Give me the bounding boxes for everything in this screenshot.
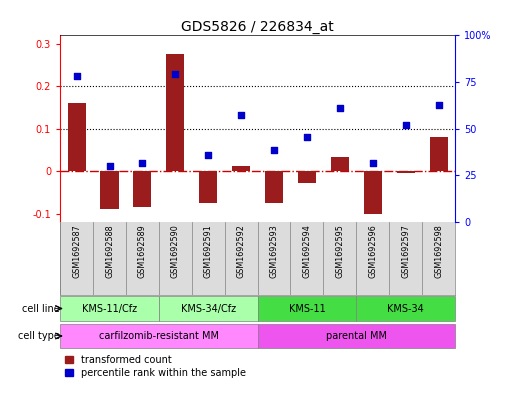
Text: KMS-11/Cfz: KMS-11/Cfz: [82, 303, 137, 314]
Text: GSM1692591: GSM1692591: [204, 224, 213, 278]
Text: GSM1692595: GSM1692595: [335, 224, 344, 278]
Point: [105, 163, 113, 169]
Point: [336, 105, 344, 112]
Bar: [166, 55, 185, 171]
FancyBboxPatch shape: [159, 296, 257, 321]
Bar: [363, 171, 382, 213]
Bar: [232, 166, 250, 171]
Point: [72, 73, 81, 79]
Bar: [331, 157, 349, 171]
Bar: [298, 171, 316, 183]
Text: cell type: cell type: [18, 331, 60, 341]
Text: GSM1692594: GSM1692594: [302, 224, 311, 278]
Text: GSM1692597: GSM1692597: [401, 224, 410, 278]
Text: KMS-34: KMS-34: [387, 303, 424, 314]
Text: GSM1692588: GSM1692588: [105, 224, 114, 278]
Point: [402, 122, 410, 129]
Bar: [100, 171, 119, 209]
Point: [171, 70, 179, 77]
Title: GDS5826 / 226834_at: GDS5826 / 226834_at: [181, 20, 334, 34]
Bar: [429, 137, 448, 171]
Point: [303, 134, 311, 140]
Point: [204, 152, 212, 158]
Point: [270, 147, 278, 153]
Text: parental MM: parental MM: [326, 331, 387, 341]
Bar: [396, 171, 415, 173]
Bar: [67, 103, 86, 171]
Text: GSM1692596: GSM1692596: [368, 224, 377, 278]
Text: GSM1692592: GSM1692592: [236, 224, 246, 278]
Text: carfilzomib-resistant MM: carfilzomib-resistant MM: [99, 331, 219, 341]
FancyBboxPatch shape: [356, 296, 455, 321]
FancyBboxPatch shape: [60, 296, 159, 321]
Point: [138, 160, 146, 167]
FancyBboxPatch shape: [257, 296, 356, 321]
FancyBboxPatch shape: [60, 323, 257, 348]
Text: GSM1692589: GSM1692589: [138, 224, 147, 278]
Text: GSM1692598: GSM1692598: [434, 224, 443, 278]
Bar: [199, 171, 217, 203]
Text: GSM1692590: GSM1692590: [171, 224, 180, 278]
Point: [369, 160, 377, 167]
Text: GSM1692587: GSM1692587: [72, 224, 81, 278]
Point: [237, 112, 245, 118]
Text: cell line: cell line: [22, 303, 60, 314]
Text: KMS-34/Cfz: KMS-34/Cfz: [180, 303, 236, 314]
Text: GSM1692593: GSM1692593: [269, 224, 279, 278]
Point: [435, 102, 443, 108]
FancyBboxPatch shape: [257, 323, 455, 348]
Bar: [265, 171, 283, 203]
Bar: [133, 171, 152, 207]
Legend: transformed count, percentile rank within the sample: transformed count, percentile rank withi…: [65, 354, 246, 378]
Text: KMS-11: KMS-11: [289, 303, 325, 314]
